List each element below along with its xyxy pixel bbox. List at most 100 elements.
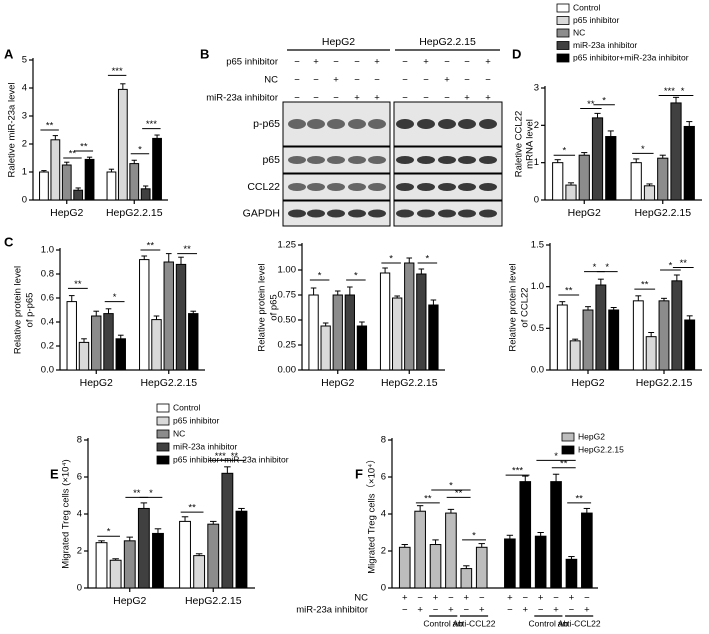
treatment-sign: − xyxy=(464,57,470,68)
bar xyxy=(392,297,403,371)
y-tick-label: 2 xyxy=(77,546,82,557)
treatment-sign: + xyxy=(354,93,360,104)
bar xyxy=(84,158,95,201)
bar xyxy=(475,546,488,589)
legend-swatch xyxy=(556,16,570,25)
y-tick-label: 0.0 xyxy=(41,365,54,376)
treatment-label: p65 inhibitor xyxy=(226,57,278,68)
bar xyxy=(117,88,128,201)
blot-band xyxy=(307,119,325,129)
bar xyxy=(657,157,669,201)
condition-sign: − xyxy=(569,605,575,616)
y-tick-label: 0.4 xyxy=(41,317,54,328)
y-axis-label: mRNA level xyxy=(525,119,536,169)
x-tick-label: HepG2.2.15 xyxy=(381,377,438,389)
bar xyxy=(207,523,220,589)
bar xyxy=(429,544,442,589)
legend-swatch xyxy=(156,442,170,452)
treatment-sign: + xyxy=(333,75,339,86)
bar xyxy=(398,546,411,589)
legend-label: NC xyxy=(573,27,585,37)
x-tick-label: HepG2 xyxy=(50,207,83,219)
y-axis-label: Relative protein level xyxy=(257,263,268,351)
y-tick-label: 0.25 xyxy=(278,340,297,351)
blot-band xyxy=(479,119,497,129)
significance-label: * xyxy=(554,451,558,462)
y-axis-label: Raletive miR-23a level xyxy=(7,82,18,177)
x-tick-label: HepG2.2.15 xyxy=(636,377,693,389)
x-tick-label: HepG2 xyxy=(568,207,601,219)
blot-band xyxy=(417,209,435,218)
significance-label: * xyxy=(389,254,393,265)
blot-band xyxy=(396,183,414,191)
antibody-label: Control Ab xyxy=(423,618,463,628)
significance-label: ** xyxy=(69,149,77,160)
y-tick-label: 4 xyxy=(77,509,82,520)
y-tick-label: 0 xyxy=(381,583,386,594)
band-label: GAPDH xyxy=(243,207,280,219)
bar xyxy=(591,117,604,201)
y-tick-label: 1 xyxy=(22,167,27,178)
blot-band xyxy=(288,156,306,164)
bar xyxy=(519,481,532,589)
legend-label: miR-23a inhibitor xyxy=(173,441,237,451)
bar xyxy=(175,263,187,371)
legend-swatch xyxy=(556,3,570,13)
blot-band xyxy=(307,209,325,218)
panel-label: D xyxy=(512,46,521,61)
blot-band xyxy=(327,183,345,191)
bar xyxy=(578,154,590,201)
y-tick-label: 8 xyxy=(381,435,386,446)
significance-label: ** xyxy=(565,286,573,297)
legend-swatch xyxy=(156,429,170,439)
significance-label: ** xyxy=(188,503,196,514)
condition-sign: − xyxy=(553,593,559,604)
y-tick-label: 0.5 xyxy=(531,323,544,334)
significance-label: * xyxy=(641,144,645,155)
bar xyxy=(103,313,114,371)
y-axis-label: Raletive CCL22 xyxy=(514,111,525,178)
bar xyxy=(221,472,234,589)
significance-label: *** xyxy=(512,466,523,477)
significance-label: * xyxy=(107,527,111,538)
group-label: HepG2 xyxy=(322,36,355,48)
significance-label: * xyxy=(593,262,597,273)
condition-sign: + xyxy=(584,605,590,616)
bar xyxy=(344,294,355,371)
bar xyxy=(91,315,102,371)
x-tick-label: HepG2.2.15 xyxy=(140,377,197,389)
y-tick-label: 4 xyxy=(381,509,386,520)
condition-sign: − xyxy=(584,593,590,604)
legend-label: HepG2.2.15 xyxy=(578,444,624,454)
panel-label: C xyxy=(4,234,14,249)
bar xyxy=(683,125,695,201)
treatment-sign: − xyxy=(485,75,491,86)
bar xyxy=(50,139,61,201)
bar xyxy=(152,532,164,589)
y-tick-label: 0 xyxy=(77,583,82,594)
antibody-label: anti-CCL22 xyxy=(558,618,601,628)
bar xyxy=(123,540,136,589)
y-tick-label: 2 xyxy=(22,139,27,150)
significance-label: ** xyxy=(74,279,82,290)
significance-label: * xyxy=(669,261,673,272)
condition-sign: + xyxy=(448,605,454,616)
blot-band xyxy=(327,119,345,129)
bar xyxy=(552,162,564,201)
bar xyxy=(671,280,683,371)
blot-band xyxy=(396,119,414,129)
y-tick-label: 1.00 xyxy=(278,265,297,276)
band-label: p-p65 xyxy=(253,118,280,130)
bar xyxy=(152,137,162,201)
bar xyxy=(106,171,117,201)
y-tick-label: 0.2 xyxy=(41,341,54,352)
condition-sign: + xyxy=(433,593,439,604)
panel-label: E xyxy=(50,466,59,481)
condition-sign: + xyxy=(569,593,575,604)
blot-band xyxy=(327,156,345,164)
y-tick-label: 0 xyxy=(22,195,27,206)
bar xyxy=(595,284,607,371)
blot-band xyxy=(348,209,366,218)
condition-sign: + xyxy=(538,593,544,604)
